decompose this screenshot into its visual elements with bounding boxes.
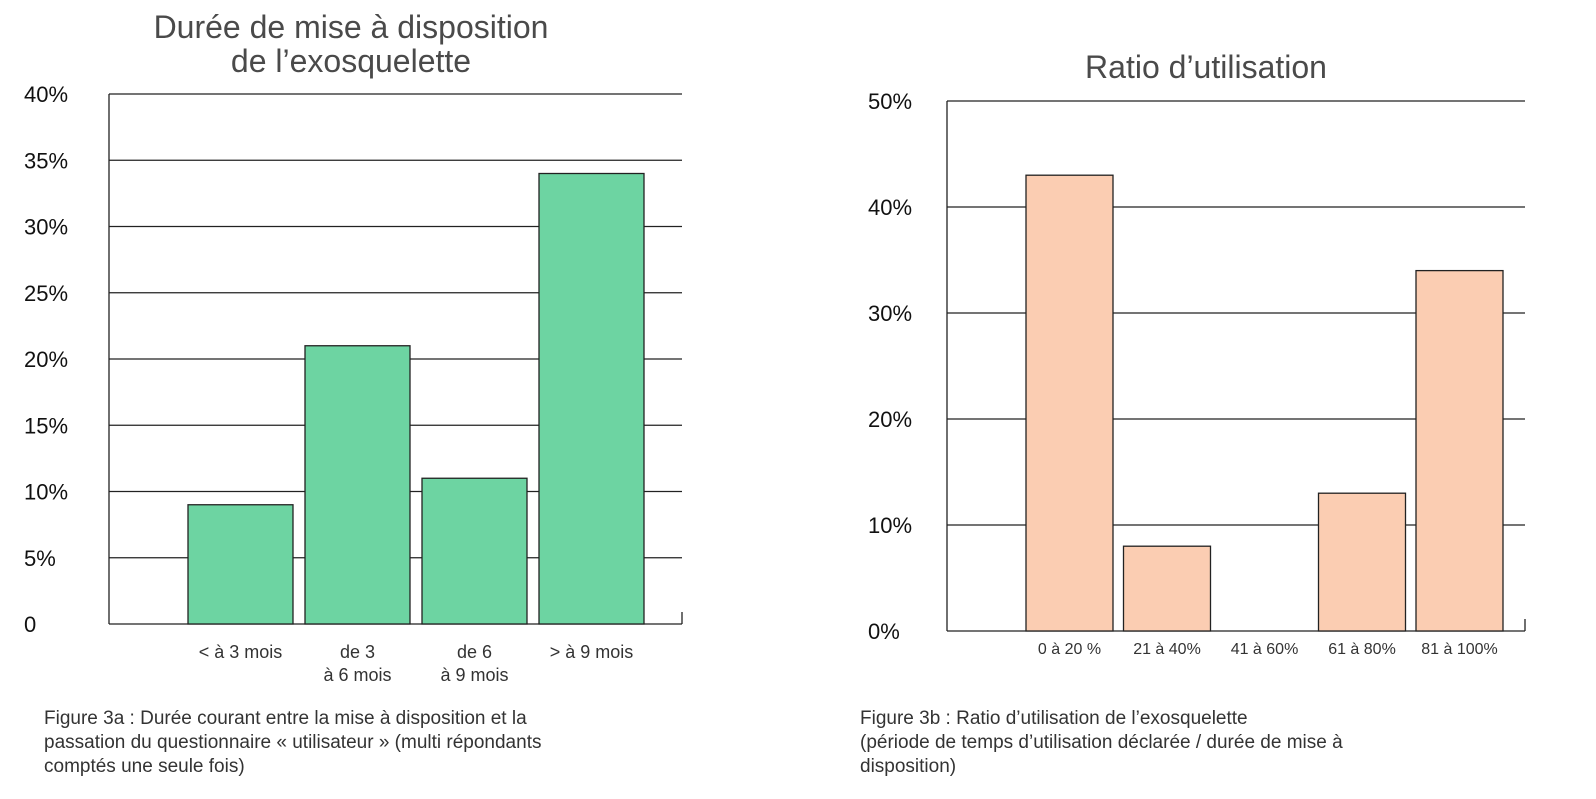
bar — [1415, 269, 1504, 632]
y-tick-label: 10% — [868, 513, 912, 538]
bar — [1317, 492, 1407, 632]
x-tick-label: de 6 — [457, 642, 492, 662]
bar — [304, 345, 411, 625]
y-tick-label: 50% — [868, 89, 912, 114]
x-tick-label: 41 à 60% — [1231, 641, 1299, 658]
chart-title: Ratio d’utilisation — [1085, 49, 1327, 85]
x-tick-label: > à 9 mois — [550, 642, 634, 662]
x-tick-label: 61 à 80% — [1328, 641, 1396, 658]
bar — [187, 504, 294, 625]
y-tick-label: 30% — [24, 215, 68, 240]
chart-title: Durée de mise à disposition — [154, 9, 549, 45]
x-tick-label: de 3 — [340, 642, 375, 662]
x-tick-label: à 6 mois — [323, 665, 391, 685]
y-tick-label: 25% — [24, 281, 68, 306]
caption-line: comptés une seule fois) — [44, 756, 245, 777]
chart-usage-ratio: Ratio d’utilisation 0% 10% 20% 30% 40% 50% 0 à … — [868, 49, 1526, 658]
y-tick-label: 40% — [24, 82, 68, 107]
figure-caption-3a: Figure 3a : Durée courant entre la mise … — [44, 707, 541, 779]
y-tick-label: 30% — [868, 301, 912, 326]
y-tick-label: 40% — [868, 195, 912, 220]
x-tick-label: 81 à 100% — [1421, 641, 1498, 658]
caption-line: disposition) — [860, 756, 957, 777]
x-tick-label: < à 3 mois — [199, 642, 283, 662]
caption-line: (période de temps d’utilisation déclarée… — [860, 732, 1343, 753]
caption-line: Figure 3a : Durée courant entre la mise … — [44, 708, 527, 729]
x-tick-label: 21 à 40% — [1133, 641, 1201, 658]
bar — [421, 477, 528, 625]
bar — [1122, 545, 1212, 632]
chart-panel-duration: Durée de mise à disposition de l’exosquel… — [0, 0, 760, 799]
y-tick-label: 10% — [24, 480, 68, 505]
y-tick-label: 0 — [24, 612, 36, 637]
figure-caption-3b: Figure 3b : Ratio d’utilisation de l’exo… — [860, 707, 1343, 779]
chart-title: de l’exosquelette — [231, 43, 471, 79]
y-tick-label: 20% — [24, 347, 68, 372]
y-tick-label: 0% — [868, 619, 900, 644]
caption-line: Figure 3b : Ratio d’utilisation de l’exo… — [860, 708, 1248, 729]
y-tick-label: 5% — [24, 546, 56, 571]
chart-panel-usage-ratio: Ratio d’utilisation 0% 10% 20% 30% 40% 50% 0 à … — [860, 0, 1596, 799]
caption-line: passation du questionnaire « utilisateur… — [44, 732, 542, 753]
y-tick-label: 35% — [24, 148, 68, 173]
bar — [538, 172, 645, 625]
y-tick-label: 20% — [868, 407, 912, 432]
bar — [1025, 174, 1114, 632]
x-tick-label: à 9 mois — [440, 665, 508, 685]
y-tick-label: 15% — [24, 413, 68, 438]
x-tick-label: 0 à 20 % — [1038, 641, 1101, 658]
